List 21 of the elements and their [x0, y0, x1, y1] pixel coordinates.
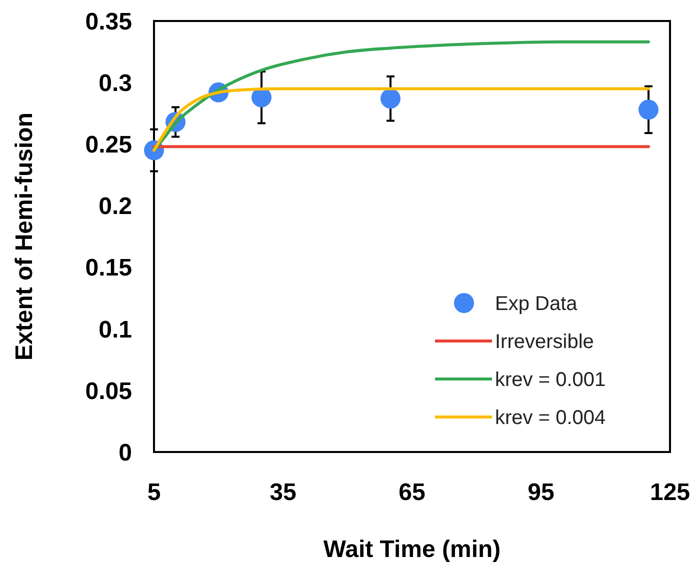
point	[380, 88, 400, 109]
y-tick-label: 0.2	[98, 193, 132, 220]
y-tick-label: 0.1	[98, 316, 132, 344]
legend-label: Exp Data	[495, 293, 578, 315]
legend-label: krev = 0.004	[495, 407, 606, 429]
x-tick-label: 5	[147, 479, 161, 506]
x-tick-label: 35	[270, 479, 296, 506]
y-tick-label: 0.3	[98, 70, 132, 97]
legend-label: krev = 0.001	[495, 369, 606, 391]
x-tick-label: 65	[398, 479, 426, 506]
x-axis-title: Wait Time (min)	[323, 536, 501, 563]
point	[638, 100, 658, 120]
legend-label: Irreversible	[495, 331, 594, 353]
y-tick-label: 0.25	[85, 132, 132, 159]
y-tick-label: 0	[118, 439, 132, 466]
x-tick-label: 95	[528, 479, 554, 506]
y-tick-label: 0.05	[85, 378, 132, 405]
y-tick-label: 0.35	[85, 8, 132, 36]
y-tick-label: 0.15	[85, 254, 132, 282]
y-axis-title: Extent of Hemi-fusion	[11, 112, 38, 361]
x-tick-label: 125	[650, 479, 690, 506]
